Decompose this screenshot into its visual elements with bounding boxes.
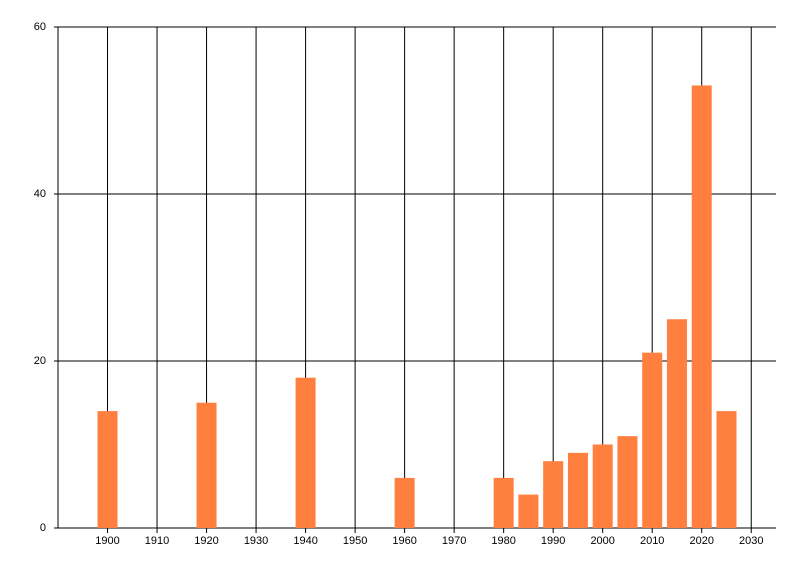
bar	[295, 377, 316, 528]
bar	[543, 461, 564, 528]
y-tick-label: 20	[34, 355, 46, 367]
bar	[617, 436, 638, 528]
y-tick-label: 40	[34, 188, 46, 200]
x-tick-label: 1930	[244, 535, 268, 547]
bar	[716, 411, 737, 528]
x-tick-label: 1960	[392, 535, 416, 547]
x-tick-label: 1940	[293, 535, 317, 547]
bar	[592, 444, 613, 528]
bar	[642, 352, 663, 528]
x-tick-label: 1900	[95, 535, 119, 547]
x-tick-label: 1990	[541, 535, 565, 547]
bar	[394, 477, 415, 528]
bar	[666, 319, 687, 528]
bar	[518, 494, 539, 528]
x-tick-label: 2000	[590, 535, 614, 547]
x-tick-label: 2020	[689, 535, 713, 547]
bar	[97, 411, 118, 528]
bar	[691, 85, 712, 528]
x-tick-label: 1970	[442, 535, 466, 547]
x-tick-label: 1920	[194, 535, 218, 547]
x-tick-label: 2010	[640, 535, 664, 547]
bar	[567, 452, 588, 528]
x-tick-label: 1950	[343, 535, 367, 547]
x-tick-label: 2030	[739, 535, 763, 547]
y-tick-label: 0	[40, 522, 46, 534]
x-tick-label: 1910	[145, 535, 169, 547]
x-tick-label: 1980	[491, 535, 515, 547]
y-tick-label: 60	[34, 21, 46, 33]
bar	[493, 477, 514, 528]
bar	[196, 402, 217, 528]
